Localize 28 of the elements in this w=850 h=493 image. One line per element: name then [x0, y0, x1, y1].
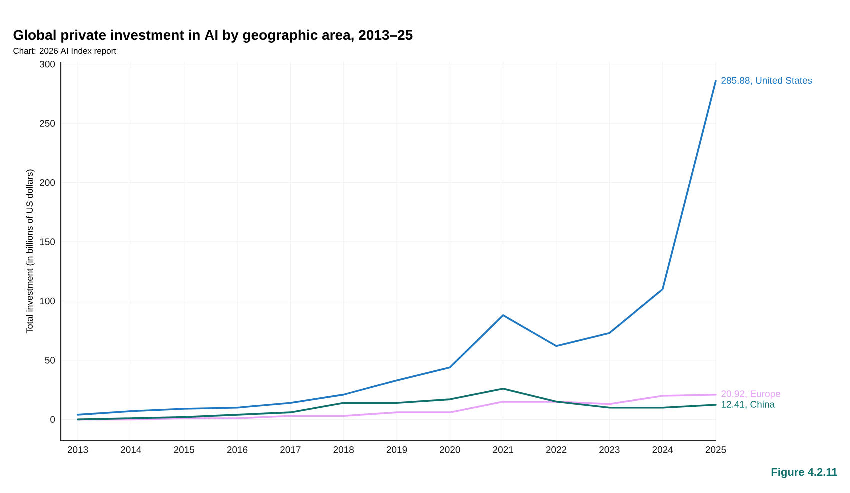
line-series — [77, 80, 717, 416]
x-tick-label: 2024 — [652, 446, 674, 454]
y-tick-label: 150 — [40, 238, 56, 246]
x-tick-label: 2013 — [68, 446, 88, 454]
x-tick-label: 2025 — [706, 446, 726, 454]
x-tick-label: 2018 — [334, 446, 354, 454]
y-tick-label: 200 — [40, 179, 56, 186]
x-tick-label: 2016 — [227, 446, 248, 454]
data-label: 285.88, United States — [722, 77, 812, 86]
x-tick-label: 2014 — [121, 446, 142, 454]
y-tick-label: 300 — [40, 61, 56, 68]
x-tick-label: 2021 — [493, 446, 514, 454]
y-tick-label: 50 — [45, 357, 56, 364]
x-tick-label: 2023 — [600, 446, 620, 454]
y-axis-title: Total investment (in billions of US dollars) — [26, 170, 35, 334]
data-label: 20.92, Europe — [722, 390, 780, 400]
y-tick-label: 100 — [40, 298, 56, 305]
x-tick-label: 2015 — [174, 446, 195, 454]
x-tick-label: 2022 — [546, 446, 567, 454]
chart-subtitle: Chart: 2026 AI Index report — [14, 48, 116, 56]
y-tick-label: 250 — [40, 120, 56, 127]
x-tick-label: 2019 — [386, 446, 408, 454]
chart-title: Global private investment in AI by geographic area, 2013–25 — [14, 30, 413, 43]
data-label: 12.41, China — [722, 400, 776, 410]
caption: Figure 4.2.11 — [772, 468, 838, 478]
y-tick-label: 0 — [50, 416, 56, 424]
x-tick-label: 2020 — [440, 446, 460, 454]
x-tick-label: 2017 — [280, 446, 301, 454]
